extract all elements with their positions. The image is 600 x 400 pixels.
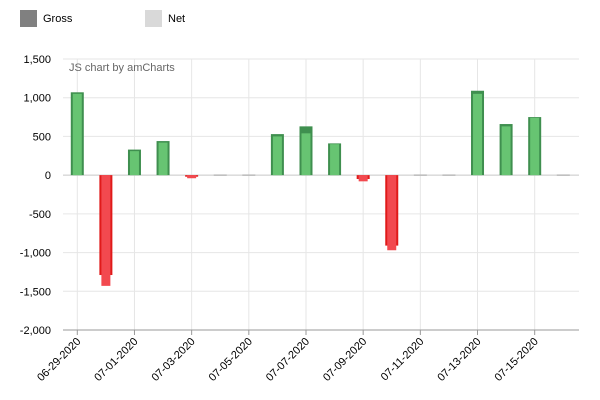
x-tick-label: 06-29-2020 [35,336,83,384]
bar-net [387,175,397,251]
x-tick-label: 07-01-2020 [92,336,140,384]
bar-net [187,175,197,179]
x-tick-label: 07-11-2020 [379,336,427,384]
bar-net [101,175,111,286]
bar-net [330,144,340,176]
x-tick-label: 07-15-2020 [493,336,541,384]
legend-label-gross: Gross [43,12,73,25]
bar-net [301,133,311,176]
bar-net [501,126,511,176]
legend-swatch-net [145,10,162,27]
x-tick-label: 07-07-2020 [264,336,312,384]
y-tick-label: 1,000 [23,93,51,105]
bar-net [72,93,82,176]
y-tick-label: -2,000 [20,325,51,337]
legend-item-net[interactable]: Net [145,10,185,27]
legend-item-gross[interactable]: Gross [20,10,72,27]
x-tick-label: 07-05-2020 [207,336,255,384]
y-tick-label: -1,500 [20,286,51,298]
bar-net [358,175,368,182]
y-tick-label: -1,000 [20,248,51,260]
chart-credit[interactable]: JS chart by amCharts [69,62,175,74]
y-tick-label: 0 [45,170,51,182]
bar-net [473,93,483,176]
y-tick-label: 1,500 [23,54,51,66]
legend-label-net: Net [168,12,186,25]
x-tick-label: 07-13-2020 [435,336,483,384]
bar-net [129,151,139,176]
legend-swatch-gross [20,10,37,27]
x-tick-label: 07-03-2020 [149,336,197,384]
bar-net [530,117,540,176]
y-tick-label: -500 [29,209,51,221]
bar-net [272,136,282,176]
y-tick-label: 500 [33,131,51,143]
bar-net [158,142,168,176]
x-tick-label: 07-09-2020 [321,336,369,384]
